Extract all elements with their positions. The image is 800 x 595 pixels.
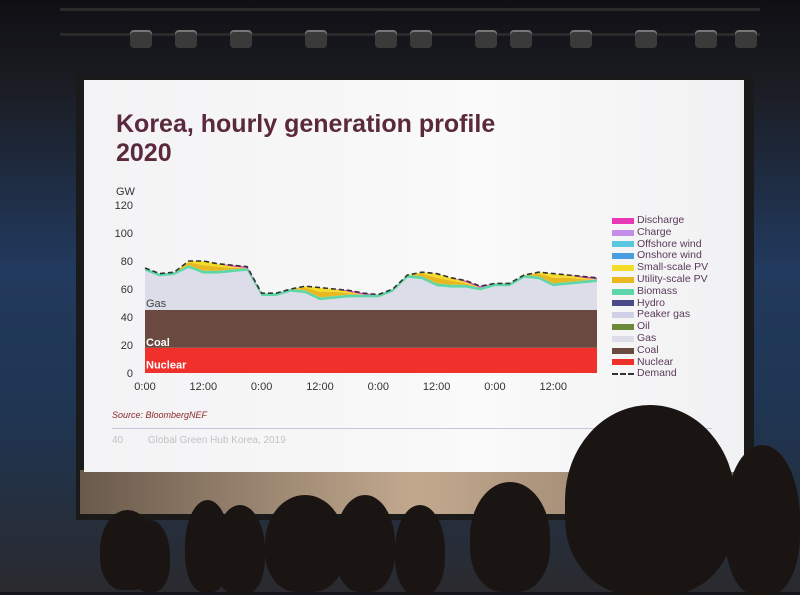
- x-tick-label: 12:00: [190, 381, 218, 393]
- title-line-1: Korea, hourly generation profile: [116, 110, 496, 138]
- legend-item: Oil: [612, 320, 708, 333]
- legend-item: Hydro: [612, 296, 708, 310]
- x-tick-label: 12:00: [539, 381, 567, 393]
- stage-light: [695, 30, 717, 48]
- stage-light: [510, 30, 532, 48]
- stage-light: [410, 30, 432, 48]
- stage-light: [475, 30, 497, 48]
- legend-swatch: [612, 265, 634, 272]
- audience-head: [725, 445, 800, 595]
- legend-item: Biomass: [612, 284, 708, 298]
- title-line-2: 2020: [116, 139, 172, 167]
- legend-swatch: [612, 324, 634, 331]
- legend-swatch: [612, 359, 634, 366]
- x-tick-label: 0:00: [251, 381, 272, 393]
- legend-label: Peaker gas: [637, 308, 691, 321]
- stage-light: [305, 30, 327, 48]
- audience-head: [215, 505, 265, 595]
- legend-item: Charge: [612, 225, 708, 239]
- legend-item: Discharge: [612, 214, 708, 227]
- legend-swatch: [612, 241, 634, 248]
- chart-legend: Discharge Charge Offshore wind Onshore wind…: [612, 214, 709, 380]
- legend-item: Utility-scale PV: [612, 272, 708, 286]
- y-tick-label: 0: [127, 368, 133, 380]
- legend-swatch: [612, 312, 634, 319]
- stage-light: [375, 30, 397, 48]
- audience-head: [130, 520, 170, 592]
- stage-light: [130, 30, 152, 48]
- page-number: 40: [112, 435, 124, 446]
- legend-item: Offshore wind: [612, 237, 708, 251]
- legend-item: Nuclear: [612, 355, 708, 369]
- legend-label: Biomass: [637, 284, 678, 297]
- legend-swatch: [612, 373, 634, 376]
- footer-divider: [112, 428, 712, 429]
- audience-head: [335, 495, 395, 592]
- area-label-nuclear: Nuclear: [146, 360, 187, 372]
- legend-swatch: [612, 300, 634, 307]
- legend-swatch: [612, 253, 634, 260]
- legend-swatch: [612, 276, 634, 283]
- area-nuclear: [145, 347, 597, 373]
- legend-label: Charge: [637, 225, 672, 238]
- y-tick-label: 20: [121, 340, 133, 352]
- area-label-coal: Coal: [146, 337, 170, 349]
- legend-label: Demand: [637, 367, 677, 380]
- x-tick-label: 0:00: [134, 381, 155, 393]
- x-tick-label: 12:00: [306, 381, 334, 393]
- legend-item: Demand: [612, 368, 708, 380]
- x-tick-label: 0:00: [368, 381, 389, 393]
- legend-swatch: [612, 217, 634, 224]
- legend-label: Nuclear: [637, 355, 674, 368]
- area-label-gas: Gas: [146, 298, 167, 310]
- legend-swatch: [612, 288, 634, 295]
- legend-label: Hydro: [637, 296, 666, 309]
- legend-label: Gas: [637, 331, 657, 344]
- legend-swatch: [612, 335, 634, 342]
- legend-label: Offshore wind: [637, 237, 702, 250]
- area-coal: [145, 310, 597, 348]
- stage-light: [735, 30, 757, 48]
- audience-head: [265, 495, 345, 592]
- legend-swatch: [612, 229, 634, 236]
- source-note: Source: BloombergNEF: [112, 410, 208, 420]
- audience-head: [565, 405, 735, 595]
- x-tick-label: 0:00: [484, 381, 505, 393]
- stage-light: [230, 30, 252, 48]
- legend-label: Discharge: [637, 214, 685, 226]
- legend-item: Small-scale PV: [612, 261, 709, 274]
- footer-text: Global Green Hub Korea, 2019: [147, 435, 286, 446]
- y-tick-label: 120: [115, 200, 133, 212]
- legend-label: Oil: [637, 320, 650, 333]
- stage-light: [635, 30, 657, 48]
- audience-head: [470, 482, 550, 592]
- legend-label: Utility-scale PV: [637, 272, 708, 285]
- x-tick-label: 12:00: [423, 381, 451, 393]
- y-tick-label: 100: [115, 228, 133, 240]
- legend-label: Coal: [637, 343, 659, 356]
- audience-head: [395, 505, 445, 595]
- legend-item: Coal: [612, 343, 708, 357]
- y-axis-unit: GW: [116, 186, 135, 198]
- legend-swatch: [612, 347, 634, 354]
- generation-chart: 0 20 40 60 80 100 120 0:00 12:00 0:00 12:00 0:00 12:…: [115, 200, 598, 393]
- legend-label: Small-scale PV: [637, 261, 709, 274]
- slide-footer: 40 Global Green Hub Korea, 2019: [112, 435, 308, 446]
- y-tick-label: 80: [121, 256, 133, 268]
- legend-item: Onshore wind: [612, 250, 708, 262]
- stage-light: [175, 30, 197, 48]
- legend-item: Gas: [612, 331, 708, 345]
- y-tick-label: 60: [121, 284, 133, 296]
- slide-title: Korea, hourly generation profile 2020: [116, 110, 495, 168]
- demand-line: [144, 260, 598, 296]
- stage-light: [570, 30, 592, 48]
- legend-item: Peaker gas: [612, 309, 708, 321]
- y-tick-label: 40: [121, 312, 133, 324]
- legend-label: Onshore wind: [637, 249, 702, 262]
- area-gas: [145, 268, 597, 310]
